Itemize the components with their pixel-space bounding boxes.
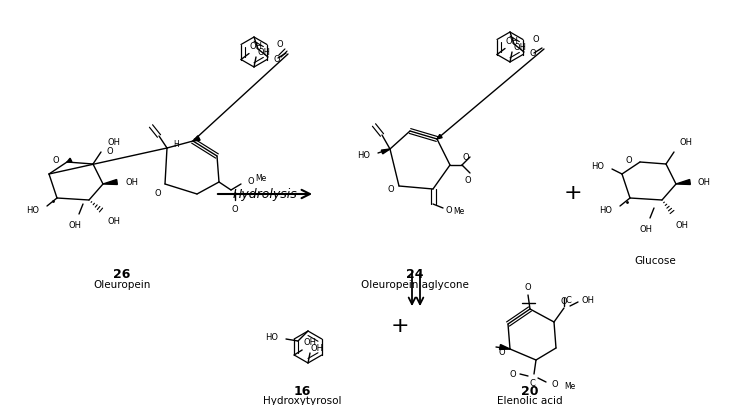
Polygon shape xyxy=(193,136,200,142)
Text: O: O xyxy=(552,379,559,388)
Text: OH: OH xyxy=(249,42,263,51)
Text: +: + xyxy=(391,315,410,335)
Text: O: O xyxy=(445,206,451,215)
Text: O: O xyxy=(274,54,280,63)
Text: O: O xyxy=(232,205,238,213)
Text: HO: HO xyxy=(265,333,278,342)
Text: Hydroxytyrosol: Hydroxytyrosol xyxy=(263,395,341,405)
Text: OH: OH xyxy=(304,337,316,346)
Text: O: O xyxy=(561,296,567,305)
Text: O: O xyxy=(107,147,113,156)
Text: Oleuropein aglycone: Oleuropein aglycone xyxy=(361,279,469,289)
Text: Elenolic acid: Elenolic acid xyxy=(497,395,562,405)
Text: 26: 26 xyxy=(113,267,131,280)
Text: OH: OH xyxy=(698,178,711,187)
Polygon shape xyxy=(67,159,72,162)
Text: OH: OH xyxy=(69,220,81,230)
Text: OH: OH xyxy=(107,138,120,147)
Text: OH: OH xyxy=(310,344,323,353)
Text: OH: OH xyxy=(257,48,270,57)
Text: OH: OH xyxy=(639,224,653,233)
Text: OH: OH xyxy=(506,37,518,46)
Text: Oleuropein: Oleuropein xyxy=(93,279,151,289)
Polygon shape xyxy=(381,149,390,154)
Text: OH: OH xyxy=(125,178,138,187)
Text: HO: HO xyxy=(591,162,604,171)
Text: Hydrolysis: Hydrolysis xyxy=(233,188,298,200)
Text: OH: OH xyxy=(676,220,689,230)
Text: C: C xyxy=(565,295,571,304)
Text: Me: Me xyxy=(453,207,464,216)
Text: 24: 24 xyxy=(407,267,424,280)
Text: 16: 16 xyxy=(293,384,310,397)
Text: O: O xyxy=(626,156,633,164)
Text: O: O xyxy=(524,282,531,291)
Polygon shape xyxy=(500,345,510,350)
Text: Me: Me xyxy=(564,382,575,390)
Text: C: C xyxy=(529,378,535,387)
Text: O: O xyxy=(247,177,254,186)
Polygon shape xyxy=(103,180,117,185)
Text: HO: HO xyxy=(26,206,39,215)
Text: HO: HO xyxy=(357,151,370,160)
Text: O: O xyxy=(387,185,394,194)
Text: HO: HO xyxy=(599,206,612,215)
Text: O: O xyxy=(533,35,539,44)
Polygon shape xyxy=(437,135,442,140)
Text: O: O xyxy=(277,40,283,49)
Text: OH: OH xyxy=(680,138,693,147)
Text: O: O xyxy=(498,347,505,357)
Text: Glucose: Glucose xyxy=(634,256,676,265)
Text: OH: OH xyxy=(107,216,120,226)
Text: O: O xyxy=(510,370,516,379)
Text: O: O xyxy=(154,189,161,198)
Text: O: O xyxy=(463,153,469,162)
Text: O: O xyxy=(465,175,471,185)
Text: H: H xyxy=(173,140,179,149)
Text: 20: 20 xyxy=(521,384,539,397)
Polygon shape xyxy=(676,180,690,185)
Text: +: + xyxy=(564,183,583,202)
Text: O: O xyxy=(530,49,536,58)
Text: OH: OH xyxy=(582,296,595,305)
Text: O: O xyxy=(53,156,60,164)
Text: OH: OH xyxy=(513,43,526,52)
Text: Me: Me xyxy=(255,174,266,183)
